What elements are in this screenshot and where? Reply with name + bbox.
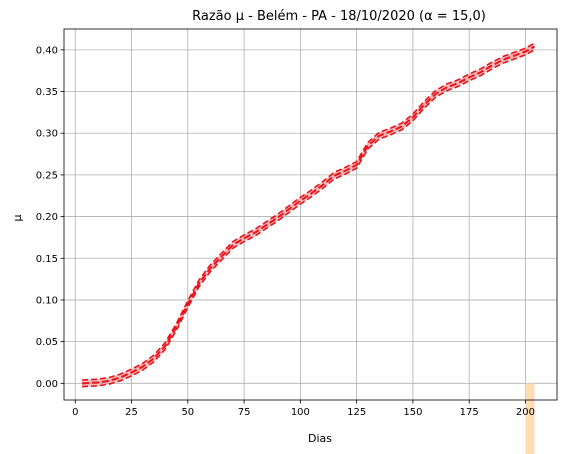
y-tick-label: 0.25 xyxy=(36,170,58,181)
highlight-bar xyxy=(525,383,535,454)
band-area xyxy=(82,43,535,387)
mu-line xyxy=(81,45,535,385)
y-axis-ticks: 0.00 0.05 0.10 0.15 0.20 0.25 0.30 0.35 0.40 xyxy=(36,45,64,390)
y-tick-label: 0.00 xyxy=(36,379,58,390)
plot-frame xyxy=(63,28,558,401)
y-tick-label: 0.35 xyxy=(36,87,58,98)
grid xyxy=(64,29,557,400)
x-tick-label: 150 xyxy=(403,407,422,418)
y-tick-label: 0.40 xyxy=(36,45,58,56)
x-tick-label: 25 xyxy=(125,407,138,418)
y-tick-label: 0.10 xyxy=(36,295,58,306)
upper-bound-line xyxy=(81,42,535,381)
x-tick-label: 200 xyxy=(516,407,535,418)
y-tick-label: 0.30 xyxy=(36,129,58,140)
x-tick-label: 75 xyxy=(238,407,251,418)
x-tick-label: 0 xyxy=(72,407,78,418)
x-tick-label: 125 xyxy=(347,407,366,418)
y-tick-label: 0.05 xyxy=(36,337,58,348)
x-tick-label: 100 xyxy=(291,407,310,418)
x-tick-label: 175 xyxy=(460,407,479,418)
y-axis-label: μ xyxy=(11,215,24,222)
x-axis-label: Dias xyxy=(308,432,332,445)
chart-title: Razão μ - Belém - PA - 18/10/2020 (α = 1… xyxy=(192,9,486,24)
highlight-span xyxy=(525,383,535,454)
x-tick-label: 50 xyxy=(181,407,194,418)
lower-bound-line xyxy=(81,49,535,388)
y-tick-label: 0.20 xyxy=(36,212,58,223)
x-axis-ticks: 0 25 50 75 100 125 150 175 200 xyxy=(72,400,535,418)
series-lines xyxy=(81,42,535,388)
y-tick-label: 0.15 xyxy=(36,254,58,265)
confidence-band xyxy=(82,43,535,387)
